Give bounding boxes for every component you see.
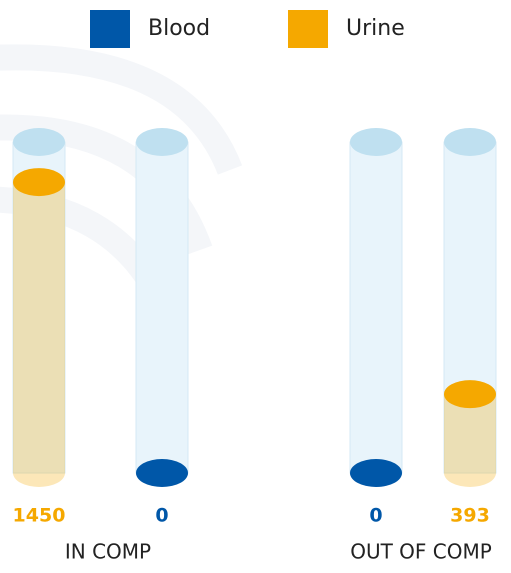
value-label: 393: [450, 505, 490, 527]
cylinder-body: [350, 142, 402, 473]
legend-swatch: [288, 10, 328, 48]
legend-label: Blood: [148, 16, 210, 41]
group-label: OUT OF COMP: [350, 540, 492, 564]
level-cap: [350, 459, 402, 487]
legend-swatch: [90, 10, 130, 48]
cylinder-top: [350, 128, 402, 156]
value-label: 1450: [13, 505, 66, 527]
cylinder-top: [136, 128, 188, 156]
value-label: 0: [369, 505, 382, 527]
level-cap: [13, 168, 65, 196]
value-label: 0: [155, 505, 168, 527]
level-cap: [136, 459, 188, 487]
cylinder-fill: [13, 182, 65, 487]
group-label: IN COMP: [65, 540, 151, 564]
chart: BloodUrine14500IN COMP0393OUT OF COMP: [0, 0, 511, 573]
cylinder-top: [13, 128, 65, 156]
legend-label: Urine: [346, 16, 405, 41]
cylinder-top: [444, 128, 496, 156]
cylinder-body: [136, 142, 188, 473]
level-cap: [444, 380, 496, 408]
